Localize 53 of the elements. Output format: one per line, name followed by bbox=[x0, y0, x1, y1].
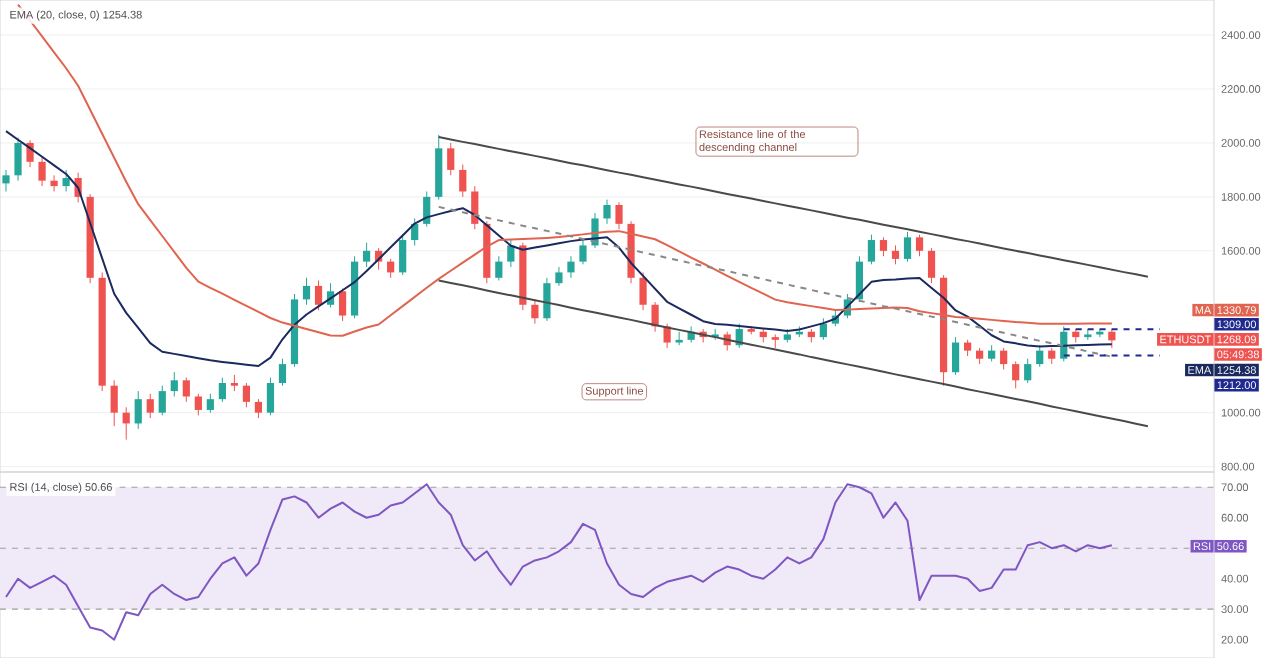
candlestick bbox=[314, 280, 323, 311]
candlestick bbox=[927, 247, 936, 284]
candlestick bbox=[194, 393, 202, 416]
candlestick bbox=[218, 377, 226, 403]
candlestick bbox=[110, 379, 118, 427]
candlestick bbox=[471, 185, 479, 230]
candlestick bbox=[1108, 328, 1116, 349]
candlestick bbox=[459, 164, 467, 198]
candlestick bbox=[615, 201, 623, 230]
candlestick bbox=[651, 301, 659, 333]
candlestick bbox=[399, 234, 407, 276]
candlestick bbox=[639, 271, 647, 311]
candlestick bbox=[170, 371, 178, 397]
candlestick bbox=[579, 239, 587, 265]
candlestick bbox=[507, 239, 515, 268]
candlestick bbox=[603, 199, 611, 225]
candlestick bbox=[555, 266, 563, 287]
candlestick bbox=[951, 336, 960, 376]
candlestick bbox=[134, 390, 142, 430]
candlestick bbox=[675, 331, 683, 346]
candlestick bbox=[567, 255, 575, 279]
candlestick bbox=[338, 288, 347, 322]
candlestick bbox=[302, 277, 311, 306]
candlestick bbox=[50, 174, 58, 192]
candlestick bbox=[266, 377, 275, 416]
candlestick bbox=[495, 255, 503, 281]
candlestick bbox=[387, 258, 395, 279]
candlestick bbox=[903, 231, 912, 263]
candlestick bbox=[1012, 360, 1020, 389]
candlestick bbox=[38, 155, 46, 187]
candlestick bbox=[2, 169, 10, 192]
candlestick bbox=[62, 169, 70, 192]
candlestick bbox=[1000, 347, 1008, 371]
candlestick bbox=[447, 142, 455, 176]
candlestick bbox=[879, 236, 888, 257]
candlestick bbox=[14, 137, 22, 182]
candlestick bbox=[819, 317, 827, 341]
candlestick bbox=[278, 358, 287, 387]
candlestick bbox=[543, 277, 551, 322]
candlestick bbox=[1024, 358, 1032, 384]
candlestick bbox=[867, 234, 876, 265]
candlestick bbox=[363, 242, 371, 268]
candlestick bbox=[891, 244, 900, 265]
candlestick bbox=[1036, 344, 1044, 368]
candlestick bbox=[158, 385, 166, 416]
candlestick bbox=[146, 393, 154, 419]
candlestick bbox=[242, 382, 251, 408]
candlestick bbox=[915, 234, 924, 257]
candlestick bbox=[206, 393, 214, 414]
candlestick bbox=[122, 406, 130, 441]
candlestick bbox=[254, 398, 263, 419]
candlestick bbox=[182, 377, 190, 403]
candlestick bbox=[531, 298, 539, 325]
